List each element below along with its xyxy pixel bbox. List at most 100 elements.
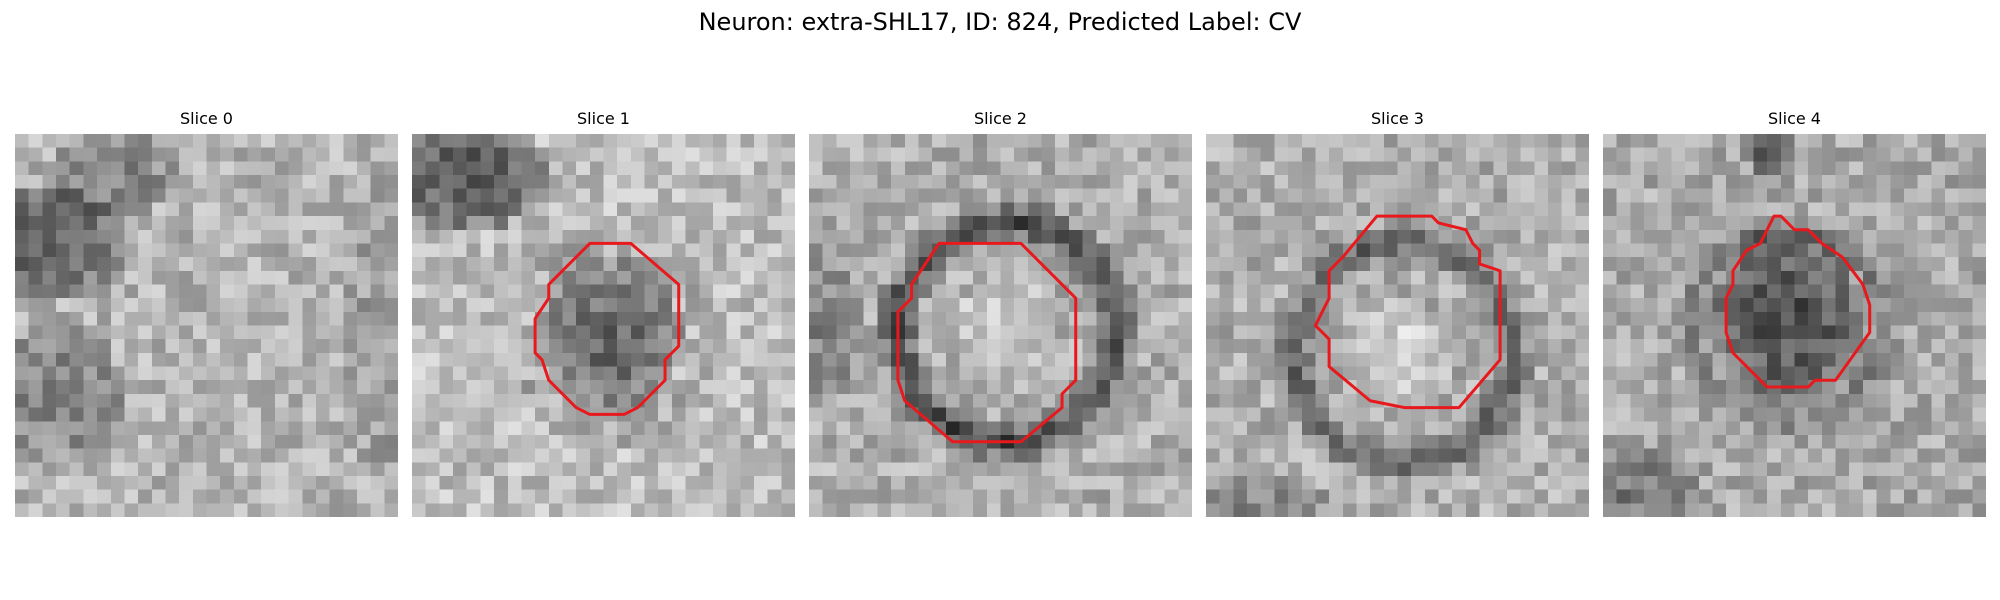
- pixel: [630, 188, 645, 203]
- pixel: [986, 284, 1001, 299]
- pixel: [1547, 339, 1562, 354]
- pixel: [822, 421, 837, 436]
- pixel: [1479, 393, 1494, 408]
- pixel: [56, 243, 70, 258]
- pixel: [1726, 311, 1741, 326]
- pixel: [1917, 311, 1932, 326]
- pixel: [1780, 270, 1795, 285]
- pixel: [1301, 243, 1316, 258]
- pixel: [1315, 421, 1330, 436]
- pixel: [1767, 434, 1782, 449]
- pixel: [1739, 380, 1754, 395]
- pixel: [466, 448, 481, 463]
- pixel: [1972, 270, 1986, 285]
- pixel: [247, 161, 262, 176]
- pixel: [124, 298, 139, 313]
- pixel: [206, 257, 221, 272]
- pixel: [97, 475, 112, 490]
- pixel: [1109, 202, 1124, 217]
- pixel: [1000, 407, 1015, 422]
- pixel: [753, 421, 768, 436]
- pixel: [877, 421, 892, 436]
- pixel: [589, 257, 604, 272]
- pixel: [69, 298, 84, 313]
- slice-image-1: [412, 134, 795, 517]
- pixel: [1603, 202, 1617, 217]
- pixel: [1137, 352, 1152, 367]
- pixel: [1972, 421, 1986, 436]
- pixel: [1027, 462, 1042, 477]
- pixel: [439, 216, 454, 231]
- pixel: [932, 175, 947, 189]
- pixel: [1014, 202, 1029, 217]
- pixel: [1794, 475, 1809, 490]
- pixel: [1356, 134, 1371, 148]
- pixel: [1479, 352, 1494, 367]
- pixel: [425, 462, 440, 477]
- pixel: [247, 243, 262, 258]
- pixel: [165, 229, 180, 244]
- slice-title-1: Slice 1: [577, 109, 630, 128]
- pixel: [1288, 284, 1303, 299]
- pixel: [179, 489, 194, 504]
- pixel: [1547, 161, 1562, 176]
- pixel: [1164, 202, 1179, 217]
- pixel: [1260, 202, 1275, 217]
- pixel: [1452, 380, 1467, 395]
- pixel: [356, 229, 371, 244]
- pixel: [1041, 503, 1056, 517]
- pixel: [1356, 175, 1371, 189]
- pixel: [850, 270, 864, 285]
- pixel: [1835, 270, 1850, 285]
- pixel: [288, 270, 303, 285]
- pixel: [576, 161, 591, 176]
- pixel: [329, 257, 344, 272]
- pixel: [1603, 161, 1617, 176]
- pixel: [261, 175, 276, 189]
- pixel: [576, 489, 591, 504]
- pixel: [110, 188, 125, 203]
- pixel: [97, 380, 112, 395]
- pixel: [384, 175, 398, 189]
- pixel: [1247, 475, 1261, 490]
- pixel: [753, 134, 768, 148]
- pixel: [850, 503, 864, 517]
- pixel: [740, 243, 755, 258]
- pixel: [1068, 503, 1083, 517]
- pixel: [179, 421, 194, 436]
- pixel: [1849, 298, 1864, 313]
- pixel: [945, 393, 960, 408]
- pixel: [1547, 188, 1562, 203]
- pixel: [439, 243, 454, 258]
- pixel: [138, 407, 153, 422]
- pixel: [1972, 339, 1986, 354]
- pixel: [1424, 202, 1439, 217]
- pixel: [220, 366, 235, 381]
- pixel: [850, 202, 864, 217]
- pixel: [179, 366, 194, 381]
- pixel: [1137, 188, 1152, 203]
- pixel: [1479, 175, 1494, 189]
- pixel: [1206, 434, 1220, 449]
- pixel: [1164, 380, 1179, 395]
- pixel: [1520, 257, 1535, 272]
- pixel: [603, 380, 618, 395]
- pixel: [712, 475, 727, 490]
- pixel: [1370, 421, 1385, 436]
- pixel: [1411, 421, 1426, 436]
- pixel: [1137, 270, 1152, 285]
- pixel: [1041, 352, 1056, 367]
- pixel: [781, 434, 795, 449]
- pixel: [809, 175, 823, 189]
- pixel: [302, 366, 317, 381]
- pixel: [97, 161, 112, 176]
- pixel: [1027, 216, 1042, 231]
- pixel: [1753, 134, 1768, 148]
- pixel: [1972, 448, 1986, 463]
- pixel: [288, 380, 303, 395]
- pixel: [1739, 257, 1754, 272]
- pixel: [644, 147, 659, 162]
- pixel: [918, 284, 933, 299]
- pixel: [1027, 134, 1042, 148]
- pixel: [329, 407, 344, 422]
